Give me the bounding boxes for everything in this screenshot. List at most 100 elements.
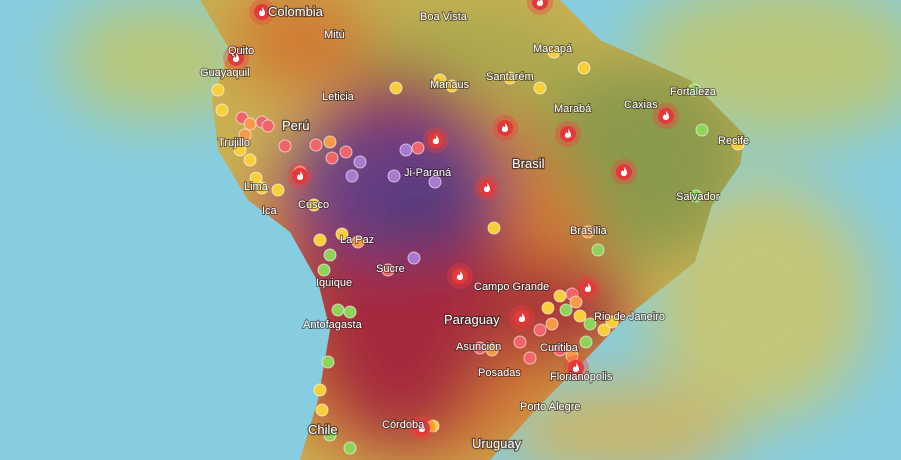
air-quality-dot	[238, 128, 252, 142]
air-quality-dot	[513, 335, 527, 349]
air-quality-dot	[541, 301, 555, 315]
country-label: Perú	[282, 118, 309, 133]
city-label: Brasília	[570, 225, 608, 237]
air-quality-dot	[533, 81, 547, 95]
air-quality-dot	[433, 73, 447, 87]
air-quality-dot	[687, 83, 701, 97]
air-quality-dot	[389, 81, 403, 95]
country-label: Chile	[308, 422, 338, 437]
city-label: Ji-Paraná	[404, 167, 452, 179]
air-quality-dot	[577, 61, 591, 75]
air-quality-dot	[255, 181, 269, 195]
city-label: Antofagasta	[303, 319, 363, 331]
country-label: Uruguay	[472, 436, 522, 451]
city-label: Quito	[228, 45, 254, 57]
city-label: Lima	[244, 181, 269, 193]
air-quality-dot	[559, 303, 573, 317]
city-label: Boa Vista	[420, 11, 468, 23]
fire-icon	[296, 171, 303, 180]
city-label: Rio de Janeiro	[594, 311, 665, 323]
city-label: Macapá	[533, 43, 573, 55]
air-quality-dot	[533, 323, 547, 337]
air-quality-dot	[323, 135, 337, 149]
city-label: Trujillo	[218, 137, 250, 149]
air-quality-dot	[553, 289, 567, 303]
air-quality-dot	[249, 171, 263, 185]
air-quality-dot	[523, 351, 537, 365]
city-label: Cusco	[298, 199, 329, 211]
air-quality-dot	[211, 83, 225, 97]
fire-icon	[432, 135, 439, 144]
city-label: Porto Alegre	[520, 401, 581, 413]
city-label: Iquique	[316, 277, 352, 289]
air-quality-dot	[411, 141, 425, 155]
air-quality-dot	[689, 189, 703, 203]
air-quality-dot	[323, 248, 337, 262]
fire-icon	[456, 271, 463, 280]
city-label: Guayaquil	[200, 67, 250, 79]
air-quality-dot	[353, 155, 367, 169]
city-label: Ica	[262, 205, 278, 217]
fire-icon	[232, 53, 239, 62]
air-quality-dot	[339, 145, 353, 159]
fire-icon	[258, 7, 265, 16]
city-label: Asunción	[456, 341, 501, 353]
city-label: Campo Grande	[474, 281, 549, 293]
city-label: Manaus	[430, 79, 470, 91]
air-quality-dot	[335, 227, 349, 241]
city-label: Santarém	[486, 71, 534, 83]
city-label: Leticia	[322, 91, 355, 103]
air-quality-dot	[325, 151, 339, 165]
air-quality-dot	[605, 315, 619, 329]
fire-icon	[418, 423, 425, 432]
air-quality-dot	[547, 45, 561, 59]
air-quality-dot	[579, 335, 593, 349]
air-quality-dot	[545, 317, 559, 331]
air-quality-dot	[243, 153, 257, 167]
city-label: Salvador	[676, 191, 720, 203]
air-quality-dot	[695, 123, 709, 137]
air-quality-dot	[503, 71, 517, 85]
city-label: Mitú	[324, 29, 345, 41]
air-quality-dot	[597, 323, 611, 337]
air-quality-dot	[243, 117, 257, 131]
air-quality-dot	[387, 169, 401, 183]
air-quality-dot	[307, 198, 321, 212]
air-quality-dot	[261, 119, 275, 133]
fire-icon	[620, 167, 627, 176]
fire-icon	[536, 0, 543, 6]
air-quality-dot	[321, 355, 335, 369]
air-quality-dot	[343, 305, 357, 319]
air-quality-dot	[271, 183, 285, 197]
air-quality-dot	[313, 383, 327, 397]
air-quality-dot	[315, 403, 329, 417]
air-quality-dot	[278, 139, 292, 153]
country-label: Paraguay	[444, 312, 500, 327]
air-quality-dot	[309, 138, 323, 152]
fire-icon	[584, 283, 591, 292]
air-quality-dot	[573, 309, 587, 323]
city-label: Recife	[718, 135, 749, 147]
air-quality-dot	[345, 169, 359, 183]
air-quality-dot	[323, 428, 337, 442]
air-quality-dot	[381, 263, 395, 277]
label-layer: Colombia Perú Brasil Paraguay Chile Uruguay Bo…	[199, 3, 750, 453]
air-quality-dot	[591, 243, 605, 257]
air-quality-dot	[581, 225, 595, 239]
city-label: Posadas	[478, 367, 521, 379]
air-quality-dot	[233, 143, 247, 157]
air-quality-dot	[445, 79, 459, 93]
air-quality-dot	[583, 317, 597, 331]
city-label: Fortaleza	[670, 86, 717, 98]
marker-layer	[211, 0, 745, 455]
fire-icon	[501, 123, 508, 132]
fire-icon	[483, 183, 490, 192]
air-quality-dot	[343, 441, 357, 455]
fire-icon	[662, 111, 669, 120]
city-label: La Paz	[340, 234, 374, 246]
air-quality-dot	[553, 343, 567, 357]
city-label: Curitiba	[540, 342, 579, 354]
country-label: Brasil	[512, 156, 545, 171]
air-quality-dot	[407, 251, 421, 265]
air-quality-dot	[317, 263, 331, 277]
